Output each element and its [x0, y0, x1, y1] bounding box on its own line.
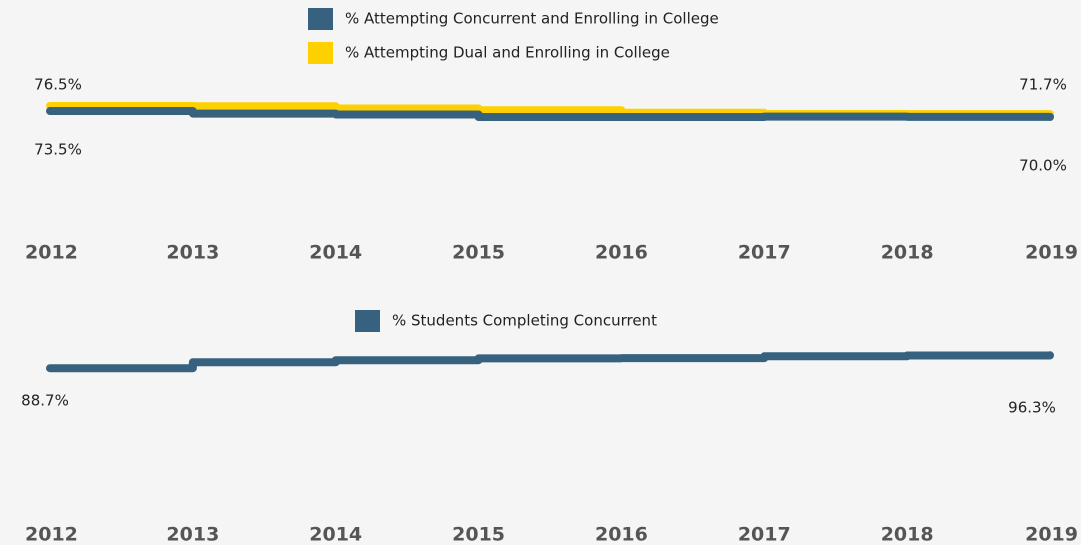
x-tick-label: 2013	[166, 242, 219, 264]
data-label: 96.3%	[1008, 399, 1056, 417]
x-tick-label: 2015	[452, 524, 505, 545]
x-tick-label: 2018	[881, 524, 934, 545]
legend-swatch	[308, 8, 333, 30]
x-tick-label: 2016	[595, 524, 648, 545]
data-label: 71.7%	[1019, 76, 1067, 94]
data-label: 88.7%	[21, 392, 69, 410]
step-line	[46, 351, 1054, 373]
x-tick-label: 2018	[881, 242, 934, 264]
legend-label: % Students Completing Concurrent	[392, 312, 657, 330]
legend-label: % Attempting Concurrent and Enrolling in…	[345, 10, 719, 28]
step-line	[46, 107, 1054, 121]
x-tick-label: 2014	[309, 242, 362, 264]
x-tick-label: 2012	[25, 242, 78, 264]
x-tick-label: 2013	[166, 524, 219, 545]
x-tick-label: 2016	[595, 242, 648, 264]
legend-label: % Attempting Dual and Enrolling in Colle…	[345, 44, 670, 62]
legend-swatch	[355, 310, 380, 332]
x-tick-label: 2015	[452, 242, 505, 264]
x-tick-label: 2019	[1025, 242, 1078, 264]
data-label: 70.0%	[1019, 157, 1067, 175]
data-label: 73.5%	[34, 141, 82, 159]
x-tick-label: 2019	[1025, 524, 1078, 545]
x-tick-label: 2017	[738, 242, 791, 264]
x-tick-label: 2014	[309, 524, 362, 545]
x-tick-label: 2012	[25, 524, 78, 545]
data-label: 76.5%	[34, 76, 82, 94]
legend-swatch	[308, 42, 333, 64]
x-tick-label: 2017	[738, 524, 791, 545]
